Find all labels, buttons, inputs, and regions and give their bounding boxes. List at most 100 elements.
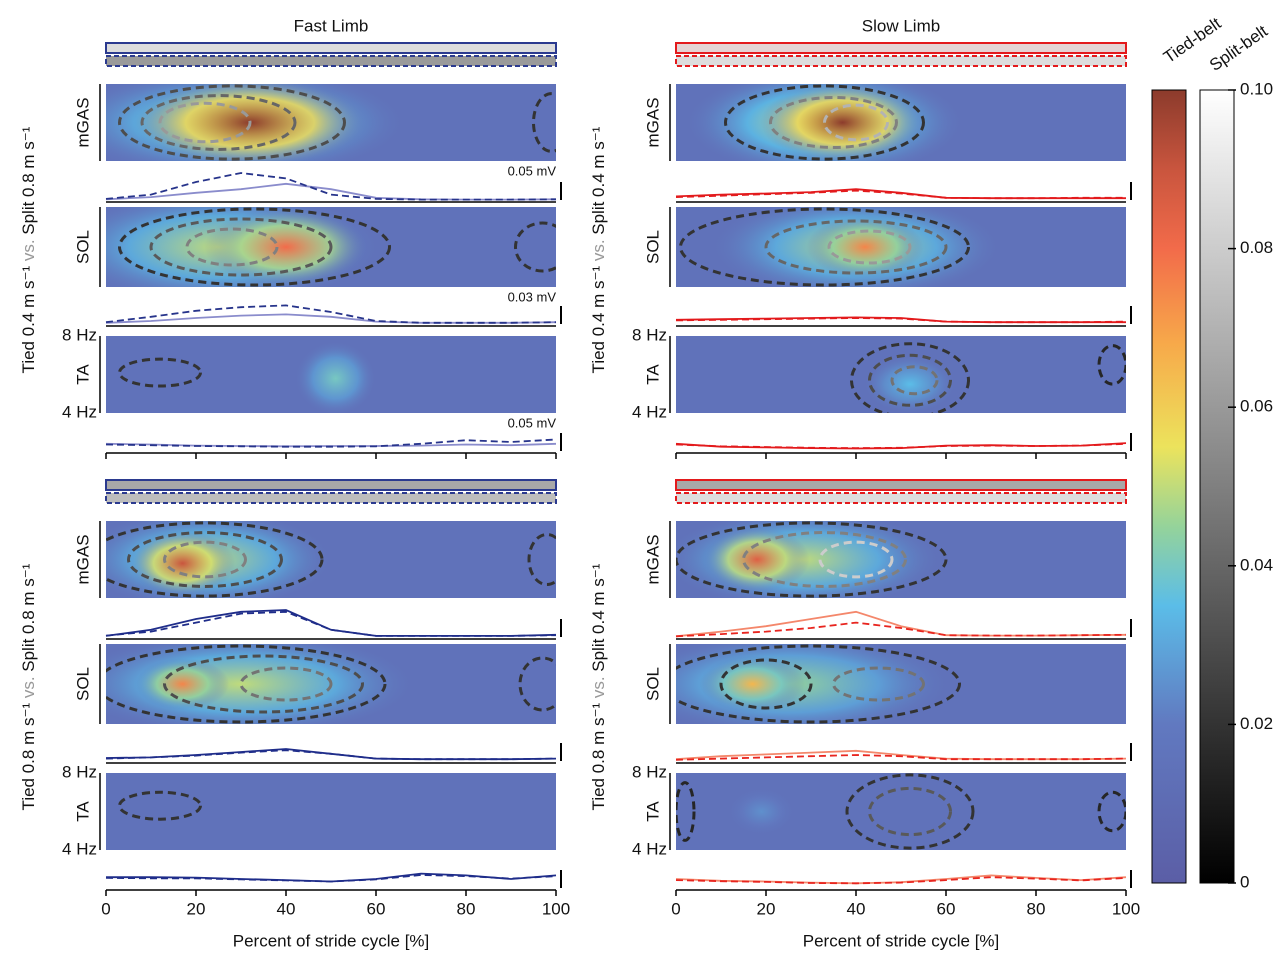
heatmap — [676, 84, 1126, 161]
split-contour — [676, 521, 948, 598]
x-tick-label: 100 — [542, 899, 570, 918]
colorbar-tick-label: 0.08 — [1240, 238, 1273, 257]
row-label-part: vs. — [589, 672, 608, 698]
colorbar-tick-label: 0.10 — [1240, 79, 1273, 98]
scale-label: 0.05 mV — [508, 415, 557, 430]
split-trace — [675, 189, 1126, 200]
split-contour — [890, 365, 939, 396]
row-label: Tied 0.4 m s⁻¹ vs. Split 0.4 m s⁻¹ — [589, 126, 608, 373]
tied-trace — [105, 182, 557, 201]
heatmap — [106, 336, 556, 413]
row-label-part: vs. — [19, 235, 38, 261]
split-contour — [676, 644, 961, 724]
row-label: Tied 0.8 m s⁻¹ vs. Split 0.8 m s⁻¹ — [19, 563, 38, 810]
tied-belt-bar — [675, 42, 1127, 54]
scale-label: 0.03 mV — [508, 289, 557, 304]
split-belt-bar — [675, 492, 1127, 504]
colorbar-tick-label: 0.04 — [1240, 555, 1273, 574]
heatmap — [106, 84, 556, 161]
row-label-part: Split 0.8 m s⁻¹ — [19, 126, 38, 235]
x-tick-label: 40 — [847, 899, 866, 918]
x-tick-label: 0 — [101, 899, 110, 918]
x-axis-label: Percent of stride cycle [%] — [233, 931, 430, 950]
x-tick-label: 0 — [671, 899, 680, 918]
y-tick-label: 8 Hz — [62, 325, 97, 344]
muscle-label: TA — [643, 801, 662, 822]
muscle-label: mGAS — [643, 534, 662, 584]
muscle-label: TA — [73, 801, 92, 822]
heatmap — [106, 773, 556, 850]
split-contour — [185, 227, 279, 267]
x-tick-label: 20 — [187, 899, 206, 918]
x-tick-label: 60 — [937, 899, 956, 918]
column-title: Slow Limb — [862, 16, 940, 35]
split-contour — [719, 658, 813, 710]
muscle-label: TA — [643, 364, 662, 385]
power-blob — [135, 658, 230, 710]
muscle-label: SOL — [643, 667, 662, 701]
y-tick-label: 8 Hz — [632, 762, 667, 781]
x-tick-label: 80 — [1027, 899, 1046, 918]
muscle-label: SOL — [73, 667, 92, 701]
split-contour — [149, 217, 333, 277]
split-contour — [158, 101, 252, 144]
heatmap — [676, 644, 1126, 724]
y-tick-label: 4 Hz — [62, 839, 97, 858]
row-label-part: Split 0.4 m s⁻¹ — [589, 563, 608, 672]
split-trace — [105, 610, 557, 637]
split-trace — [675, 754, 1127, 761]
split-contour — [118, 207, 391, 287]
split-contour — [868, 786, 952, 837]
split-contour — [106, 521, 324, 598]
row-label-part: Tied 0.8 m s⁻¹ — [589, 698, 608, 810]
split-trace — [105, 749, 557, 761]
row-label-part: Split 0.8 m s⁻¹ — [19, 563, 38, 672]
power-blob — [704, 526, 810, 593]
split-contour — [818, 540, 894, 579]
x-tick-label: 60 — [367, 899, 386, 918]
tied-belt-bar — [675, 479, 1127, 491]
split-contour — [764, 219, 948, 275]
y-tick-label: 4 Hz — [62, 402, 97, 421]
muscle-label: SOL — [643, 230, 662, 264]
row-label: Tied 0.8 m s⁻¹ vs. Split 0.4 m s⁻¹ — [589, 563, 608, 810]
split-contour — [532, 92, 556, 153]
split-contour — [163, 654, 364, 714]
muscle-label: mGAS — [73, 97, 92, 147]
heatmap — [106, 207, 556, 287]
row-label-part: Tied 0.4 m s⁻¹ — [19, 261, 38, 373]
row-label-part: Tied 0.8 m s⁻¹ — [19, 698, 38, 810]
y-tick-label: 4 Hz — [632, 402, 667, 421]
split-trace — [675, 442, 1127, 450]
x-axis-label: Percent of stride cycle [%] — [803, 931, 1000, 950]
heatmap — [676, 207, 1126, 287]
split-contour — [127, 531, 283, 588]
split-contour — [868, 353, 952, 407]
tied-belt-bar — [105, 479, 557, 491]
split-contour — [118, 357, 202, 388]
heatmap — [106, 521, 556, 598]
x-tick-label: 40 — [277, 899, 296, 918]
power-blob — [863, 354, 957, 413]
heatmap-background — [106, 773, 556, 850]
row-label-part: vs. — [589, 235, 608, 261]
power-blob — [294, 340, 377, 413]
heatmap — [676, 336, 1126, 413]
split-belt-bar — [675, 55, 1127, 67]
split-contour — [832, 666, 925, 702]
colorbar-tick-label: 0 — [1240, 872, 1249, 891]
tied-colorbar — [1151, 89, 1187, 884]
split-contour — [850, 342, 970, 413]
split-contour — [514, 221, 556, 273]
split-contour — [106, 644, 387, 724]
muscle-label: TA — [73, 364, 92, 385]
scale-label: 0.05 mV — [508, 163, 557, 178]
y-tick-label: 8 Hz — [632, 325, 667, 344]
tied-trace — [105, 609, 557, 637]
row-label-part: Tied 0.4 m s⁻¹ — [589, 261, 608, 373]
y-tick-label: 8 Hz — [62, 762, 97, 781]
power-blob — [726, 786, 797, 837]
split-contour — [163, 540, 247, 579]
power-blob — [760, 84, 925, 161]
